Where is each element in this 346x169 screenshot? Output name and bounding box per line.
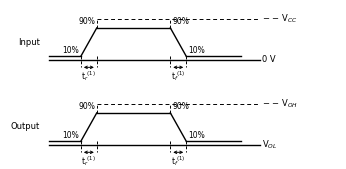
Text: t$_f$$^{(1)}$: t$_f$$^{(1)}$ — [171, 69, 185, 83]
Text: t$_r$$^{(1)}$: t$_r$$^{(1)}$ — [82, 154, 96, 168]
Text: 10%: 10% — [188, 46, 205, 55]
Text: 10%: 10% — [188, 131, 205, 140]
Text: t$_r$$^{(1)}$: t$_r$$^{(1)}$ — [82, 69, 96, 83]
Text: 0 V: 0 V — [262, 55, 276, 64]
Text: 90%: 90% — [172, 17, 189, 26]
Text: 90%: 90% — [79, 17, 95, 26]
Text: 90%: 90% — [172, 102, 189, 111]
Text: $-$ $-$ V$_{CC}$: $-$ $-$ V$_{CC}$ — [262, 13, 298, 25]
Text: 90%: 90% — [79, 102, 95, 111]
Text: t$_f$$^{(1)}$: t$_f$$^{(1)}$ — [171, 154, 185, 168]
Text: Output: Output — [11, 123, 40, 131]
Text: 10%: 10% — [62, 131, 79, 140]
Text: 10%: 10% — [62, 46, 79, 55]
Text: $-$ $-$ V$_{OH}$: $-$ $-$ V$_{OH}$ — [262, 98, 299, 110]
Text: V$_{OL}$: V$_{OL}$ — [262, 138, 278, 151]
Text: Input: Input — [18, 38, 40, 46]
